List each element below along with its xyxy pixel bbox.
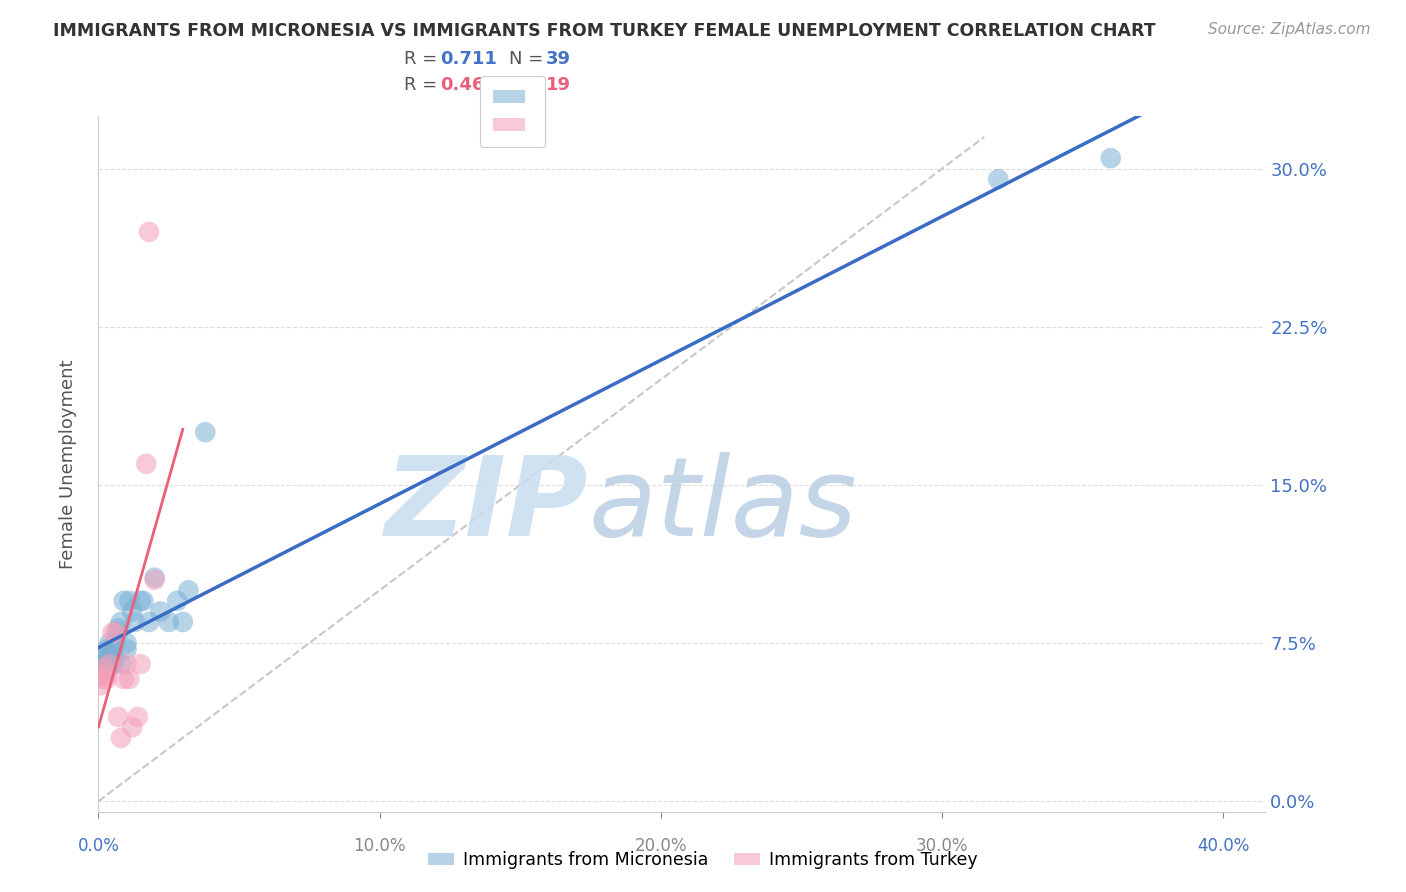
Point [90,678,112,692]
Text: 0.468: 0.468 [440,76,498,94]
Point [90,667,112,681]
Point [115,657,138,672]
Point [112,672,135,686]
Text: 0.0%: 0.0% [77,837,120,855]
Point [104,636,127,650]
Point [90,667,112,681]
Point [93,661,115,675]
Point [143,571,166,585]
Point [110,731,132,745]
Text: IMMIGRANTS FROM MICRONESIA VS IMMIGRANTS FROM TURKEY FEMALE UNEMPLOYMENT CORRELA: IMMIGRANTS FROM MICRONESIA VS IMMIGRANTS… [53,22,1156,40]
Point [107,621,129,635]
Point [107,710,129,724]
Point [90,661,112,675]
Point [96,657,118,672]
Point [118,672,141,686]
Text: 40.0%: 40.0% [1197,837,1250,855]
Point [107,625,129,640]
Text: 20.0%: 20.0% [634,837,688,855]
Point [110,615,132,629]
Point [157,615,180,629]
Point [177,583,200,598]
Text: N =: N = [509,50,548,68]
Point [98,657,121,672]
Point [96,672,118,686]
Point [127,710,149,724]
Point [129,594,152,608]
Point [93,672,115,686]
Point [118,594,141,608]
Point [98,650,121,665]
Text: R =: R = [404,50,443,68]
Point [93,664,115,678]
Point [121,720,143,734]
Point [96,664,118,678]
Point [104,625,127,640]
Point [149,604,172,618]
Point [1099,151,1122,165]
Text: R =: R = [404,76,443,94]
Point [104,650,127,665]
Text: 0.711: 0.711 [440,50,496,68]
Text: 30.0%: 30.0% [915,837,969,855]
Point [135,457,157,471]
Point [112,594,135,608]
Text: ZIP: ZIP [385,452,589,559]
Point [138,615,160,629]
Point [110,657,132,672]
Point [115,636,138,650]
Point [132,594,155,608]
Point [166,594,188,608]
Point [987,172,1010,186]
Legend: , : , [481,77,546,147]
Point [194,425,217,440]
Text: 10.0%: 10.0% [353,837,406,855]
Point [98,636,121,650]
Point [101,657,124,672]
Point [96,642,118,657]
Point [96,647,118,661]
Legend: Immigrants from Micronesia, Immigrants from Turkey: Immigrants from Micronesia, Immigrants f… [422,845,984,876]
Point [124,615,146,629]
Point [143,573,166,587]
Point [101,650,124,665]
Point [101,625,124,640]
Text: atlas: atlas [589,452,858,559]
Point [121,604,143,618]
Point [101,647,124,661]
Point [129,657,152,672]
Text: 39: 39 [546,50,571,68]
Point [93,657,115,672]
Text: Source: ZipAtlas.com: Source: ZipAtlas.com [1208,22,1371,37]
Point [115,642,138,657]
Point [138,225,160,239]
Y-axis label: Female Unemployment: Female Unemployment [59,359,77,568]
Point [98,657,121,672]
Text: 19: 19 [546,76,571,94]
Point [93,650,115,665]
Text: N =: N = [509,76,548,94]
Point [172,615,194,629]
